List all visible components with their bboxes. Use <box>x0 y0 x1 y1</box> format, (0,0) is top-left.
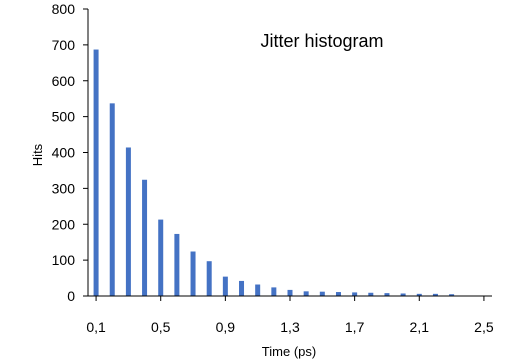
histogram-bar <box>303 291 309 296</box>
histogram-bar <box>319 291 325 296</box>
y-tick-label: 100 <box>52 252 76 268</box>
histogram-bar <box>222 276 228 296</box>
histogram-bar <box>400 293 406 296</box>
histogram-bar <box>206 261 212 296</box>
y-tick-label: 400 <box>52 145 76 161</box>
histogram-bar <box>449 294 455 296</box>
y-ticks-group: 0 100 200 300 400 500 600 700 800 <box>52 1 88 304</box>
histogram-bar <box>287 289 293 296</box>
y-tick-label: 700 <box>52 37 76 53</box>
chart-title: Jitter histogram <box>260 31 383 51</box>
histogram-bar <box>125 147 131 296</box>
y-tick-label: 800 <box>52 1 76 17</box>
y-tick-label: 300 <box>52 180 76 196</box>
x-ticks-group: 0,1 0,5 0,9 1,3 1,7 2,1 2,5 <box>86 296 494 335</box>
bars-group <box>93 49 455 296</box>
histogram-bar <box>432 293 438 296</box>
x-tick-label: 2,1 <box>410 319 430 335</box>
x-tick-label: 1,3 <box>280 319 300 335</box>
histogram-bar <box>352 292 358 296</box>
x-tick-label: 2,5 <box>474 319 494 335</box>
histogram-bar <box>93 49 99 296</box>
x-tick-label: 0,1 <box>86 319 106 335</box>
x-axis-title: Time (ps) <box>262 344 316 359</box>
y-tick-label: 0 <box>67 288 75 304</box>
histogram-bar <box>109 103 115 296</box>
histogram-bar <box>416 293 422 296</box>
x-tick-label: 1,7 <box>345 319 365 335</box>
y-axis-title: Hits <box>30 143 45 166</box>
histogram-bar <box>174 233 180 296</box>
y-tick-label: 200 <box>52 216 76 232</box>
histogram-bar <box>335 292 341 296</box>
histogram-bar <box>142 179 148 296</box>
x-tick-label: 0,9 <box>216 319 236 335</box>
histogram-bar <box>271 287 277 296</box>
histogram-bar <box>368 292 374 296</box>
histogram-bar <box>255 284 261 296</box>
y-tick-label: 600 <box>52 73 76 89</box>
histogram-bar <box>384 293 390 296</box>
histogram-bar <box>158 219 164 296</box>
histogram-bar <box>239 280 245 296</box>
x-tick-label: 0,5 <box>151 319 171 335</box>
histogram-bar <box>190 251 196 296</box>
y-tick-label: 500 <box>52 109 76 125</box>
